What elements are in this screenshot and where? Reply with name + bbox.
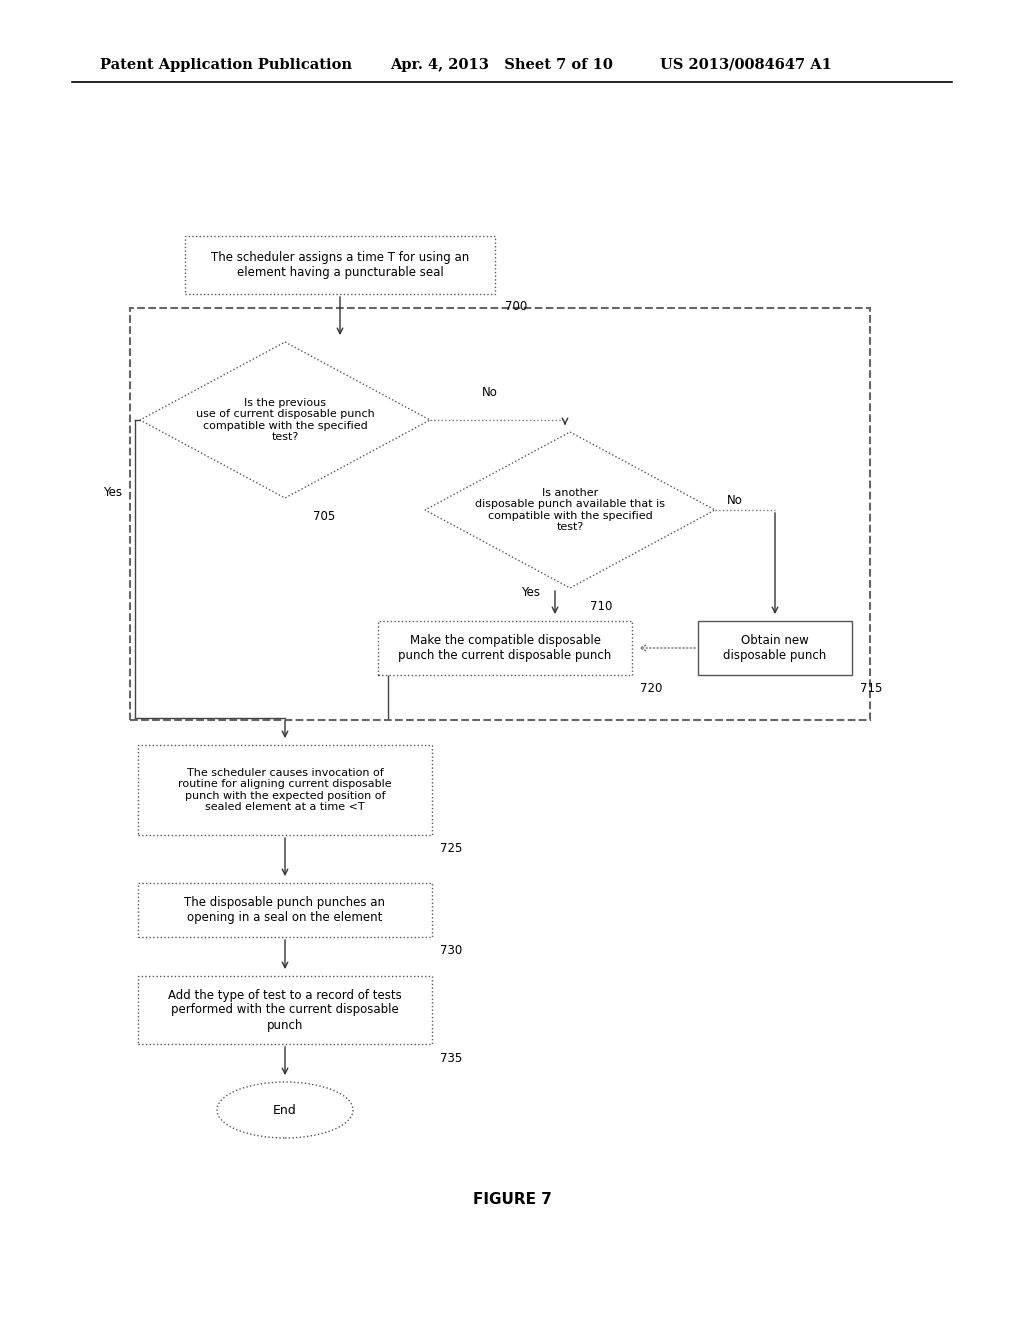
- Text: Yes: Yes: [521, 586, 540, 599]
- Text: No: No: [482, 385, 498, 399]
- Text: Is the previous
use of current disposable punch
compatible with the specified
te: Is the previous use of current disposabl…: [196, 397, 375, 442]
- Text: The scheduler assigns a time T for using an
element having a puncturable seal: The scheduler assigns a time T for using…: [211, 251, 469, 279]
- Text: Patent Application Publication: Patent Application Publication: [100, 58, 352, 73]
- Text: 715: 715: [860, 682, 883, 696]
- Text: 720: 720: [640, 682, 663, 696]
- Text: 710: 710: [590, 599, 612, 612]
- Text: End: End: [273, 1104, 297, 1117]
- Text: US 2013/0084647 A1: US 2013/0084647 A1: [660, 58, 831, 73]
- Polygon shape: [140, 342, 430, 498]
- Text: 705: 705: [313, 510, 335, 523]
- Text: FIGURE 7: FIGURE 7: [472, 1192, 552, 1208]
- Text: The disposable punch punches an
opening in a seal on the element: The disposable punch punches an opening …: [184, 896, 385, 924]
- Text: 725: 725: [440, 842, 463, 855]
- Polygon shape: [425, 432, 715, 587]
- Text: Apr. 4, 2013   Sheet 7 of 10: Apr. 4, 2013 Sheet 7 of 10: [390, 58, 613, 73]
- Text: 735: 735: [440, 1052, 462, 1064]
- Ellipse shape: [217, 1082, 353, 1138]
- Bar: [138, 883, 432, 937]
- Text: Yes: Yes: [103, 487, 122, 499]
- Bar: [138, 744, 432, 836]
- Bar: [698, 620, 852, 675]
- Text: Obtain new
disposable punch: Obtain new disposable punch: [723, 634, 826, 663]
- Text: Add the type of test to a record of tests
performed with the current disposable
: Add the type of test to a record of test…: [168, 989, 401, 1031]
- Text: 700: 700: [505, 300, 527, 313]
- Bar: [378, 620, 632, 675]
- Bar: [130, 308, 870, 719]
- Text: Make the compatible disposable
punch the current disposable punch: Make the compatible disposable punch the…: [398, 634, 611, 663]
- Text: Is another
disposable punch available that is
compatible with the specified
test: Is another disposable punch available th…: [475, 487, 665, 532]
- Bar: [185, 236, 495, 294]
- Text: 730: 730: [440, 945, 462, 957]
- Text: The scheduler causes invocation of
routine for aligning current disposable
punch: The scheduler causes invocation of routi…: [178, 768, 392, 812]
- Text: No: No: [727, 494, 742, 507]
- Bar: [138, 975, 432, 1044]
